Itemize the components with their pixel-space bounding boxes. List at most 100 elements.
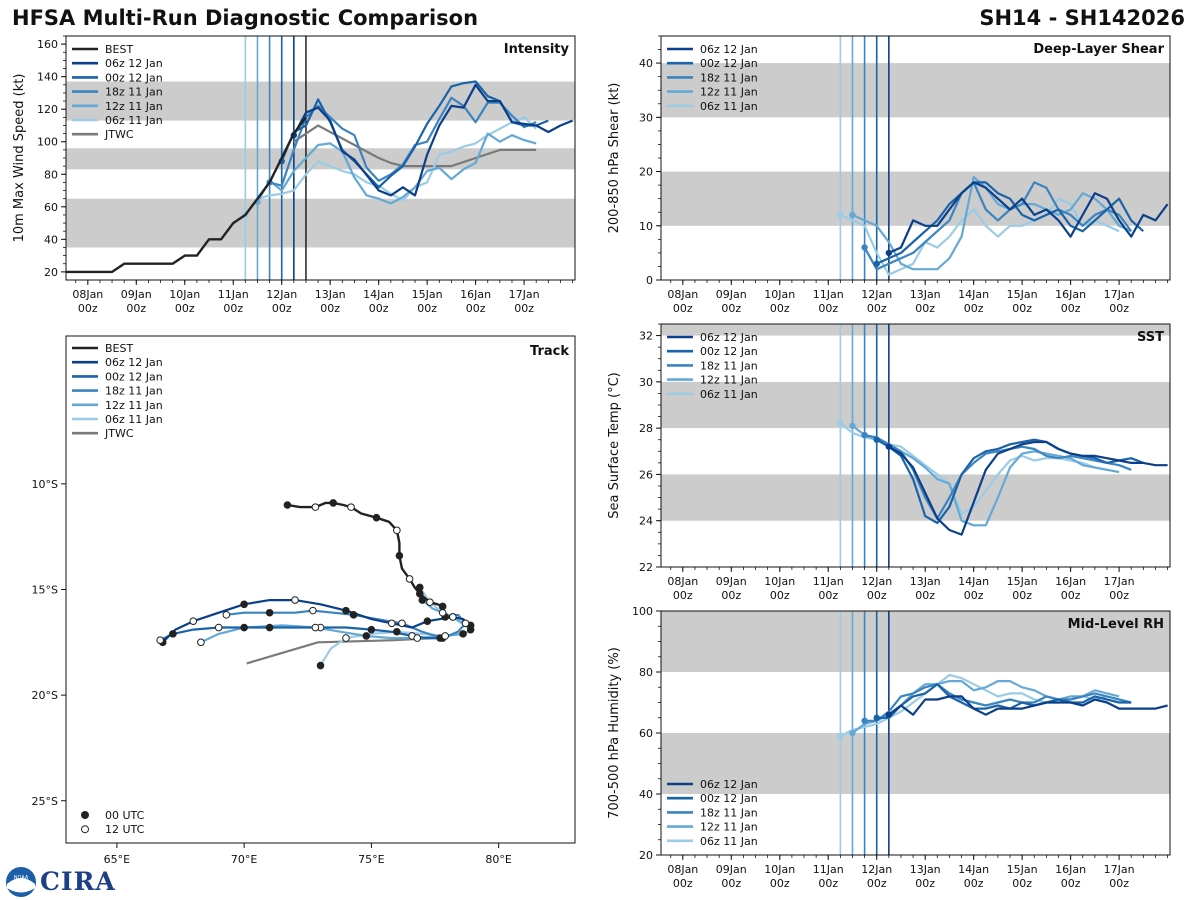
intensity-jtwc-line — [293, 124, 537, 168]
rh-ylabel: 700-500 hPa Humidity (%) — [607, 647, 622, 819]
shear-init-marker-0 — [885, 249, 893, 257]
shear-xtick-label: 16Jan — [1055, 288, 1086, 301]
shear-xtick-label: 00z — [915, 302, 935, 315]
shear-xtick-label: 13Jan — [910, 288, 941, 301]
shear-xtick-label: 08Jan — [667, 288, 698, 301]
rh-xtick-label: 00z — [964, 877, 984, 890]
track-series-marker-3 — [311, 623, 320, 632]
sst-legend-label: 18z 11 Jan — [700, 359, 758, 372]
sst-band-1 — [661, 381, 1170, 429]
rh-legend-label: 18z 11 Jan — [700, 806, 758, 819]
intensity-legend-label: 18z 11 Jan — [105, 86, 163, 99]
shear-init-marker-4 — [837, 211, 844, 219]
intensity-ytick-label: 60 — [44, 201, 58, 214]
track-lat-label: 25°S — [32, 795, 58, 808]
intensity-xtick-label: 13Jan — [315, 288, 346, 301]
shear-xtick-label: 15Jan — [1007, 288, 1038, 301]
cira-logo: CIRA — [40, 867, 116, 896]
shear-xtick-label: 00z — [818, 302, 838, 315]
intensity-ytick-label: 40 — [44, 233, 58, 246]
track-series-marker-1 — [367, 625, 376, 634]
track-lon-label: 80°E — [485, 853, 511, 866]
track-series-marker-3 — [459, 630, 467, 638]
sst-legend-label: 12z 11 Jan — [700, 374, 758, 387]
sst-xtick-label: 12Jan — [861, 575, 892, 588]
rh-band-0 — [661, 733, 1170, 794]
sst-xtick-label: 13Jan — [910, 575, 941, 588]
sst-xtick-label: 00z — [867, 589, 887, 602]
sst-init-marker-0 — [885, 443, 893, 450]
shear-init-marker-2 — [861, 244, 868, 251]
shear-ytick-label: 0 — [646, 274, 653, 287]
intensity-legend-label: BEST — [105, 43, 133, 56]
track-series-marker-0 — [189, 617, 198, 625]
track-series-marker-1 — [156, 636, 164, 645]
intensity-xtick-label: 11Jan — [218, 288, 249, 301]
track-series-marker-3 — [418, 596, 427, 604]
intensity-legend-label: JTWC — [104, 128, 134, 141]
rh-init-marker-4 — [837, 732, 844, 740]
rh-plot-area — [837, 611, 1168, 855]
sst-title: SST — [1137, 330, 1164, 345]
track-best-marker — [415, 589, 424, 598]
track-series-marker-2 — [265, 608, 274, 617]
intensity-xtick-label: 00z — [466, 302, 486, 315]
intensity-xtick-label: 00z — [78, 302, 98, 315]
rh-ytick-label: 60 — [639, 727, 653, 740]
rh-series-line-0 — [888, 695, 1168, 716]
track-legend-label: 06z 12 Jan — [105, 356, 163, 369]
rh-xtick-label: 08Jan — [667, 863, 698, 876]
track-series-marker-4 — [441, 632, 450, 640]
track-series-marker-3 — [413, 634, 422, 642]
track-plot-area — [156, 499, 475, 670]
sst-init-marker-1 — [873, 436, 880, 443]
intensity-series-line-3 — [256, 132, 537, 205]
intensity-xtick-label: 00z — [223, 302, 243, 315]
sst-xtick-label: 11Jan — [813, 575, 844, 588]
intensity-xtick-label: 14Jan — [363, 288, 394, 301]
intensity-xtick-label: 12Jan — [266, 288, 297, 301]
series-lines — [66, 36, 1169, 855]
rh-xtick-label: 00z — [818, 877, 838, 890]
intensity-xtick-label: 00z — [126, 302, 146, 315]
shear-title: Deep-Layer Shear — [1033, 42, 1164, 57]
noaa-logo: NOAA — [6, 867, 36, 897]
sst-init-marker-2 — [861, 431, 868, 439]
rh-init-marker-1 — [873, 714, 880, 721]
track-series-marker-4 — [466, 625, 475, 634]
rh-xtick-label: 16Jan — [1055, 863, 1086, 876]
track-marker-legend-label: 00 UTC — [105, 809, 145, 822]
rh-xtick-label: 11Jan — [813, 863, 844, 876]
rh-xtick-label: 10Jan — [764, 863, 795, 876]
rh-series-line-2 — [864, 683, 1132, 722]
sst-ytick-label: 28 — [639, 422, 653, 435]
sst-xtick-label: 00z — [1109, 589, 1129, 602]
shear-series-line-2 — [863, 181, 1133, 271]
shear-xtick-label: 17Jan — [1104, 288, 1135, 301]
intensity-ytick-label: 120 — [37, 103, 58, 116]
rh-series-line-1 — [876, 683, 1132, 719]
sst-ytick-label: 32 — [639, 330, 653, 343]
sst-legend-label: 06z 11 Jan — [700, 388, 758, 401]
rh-xtick-label: 00z — [1109, 877, 1129, 890]
intensity-ylabel: 10m Max Wind Speed (kt) — [12, 74, 27, 243]
sst-band-2 — [661, 324, 1170, 336]
rh-band-1 — [661, 611, 1170, 672]
track-series-marker-4 — [415, 583, 424, 592]
sst-xtick-label: 00z — [1012, 589, 1032, 602]
shear-band-1 — [661, 63, 1170, 118]
sst-xtick-label: 16Jan — [1055, 575, 1086, 588]
sst-init-marker-4 — [837, 420, 844, 427]
rh-xtick-label: 09Jan — [716, 863, 747, 876]
shear-init-marker-1 — [873, 260, 880, 267]
shear-series-line-1 — [876, 181, 1145, 265]
intensity-xtick-label: 16Jan — [460, 288, 491, 301]
shear-xtick-label: 00z — [867, 302, 887, 315]
track-lat-label: 20°S — [32, 689, 58, 702]
track-series-marker-3 — [197, 638, 205, 647]
shear-legend-label: 18z 11 Jan — [700, 71, 758, 84]
intensity-xtick-label: 00z — [369, 302, 389, 315]
intensity-xtick-label: 00z — [417, 302, 437, 315]
track-series-marker-2 — [309, 606, 317, 615]
track-legend-label: JTWC — [104, 427, 134, 440]
